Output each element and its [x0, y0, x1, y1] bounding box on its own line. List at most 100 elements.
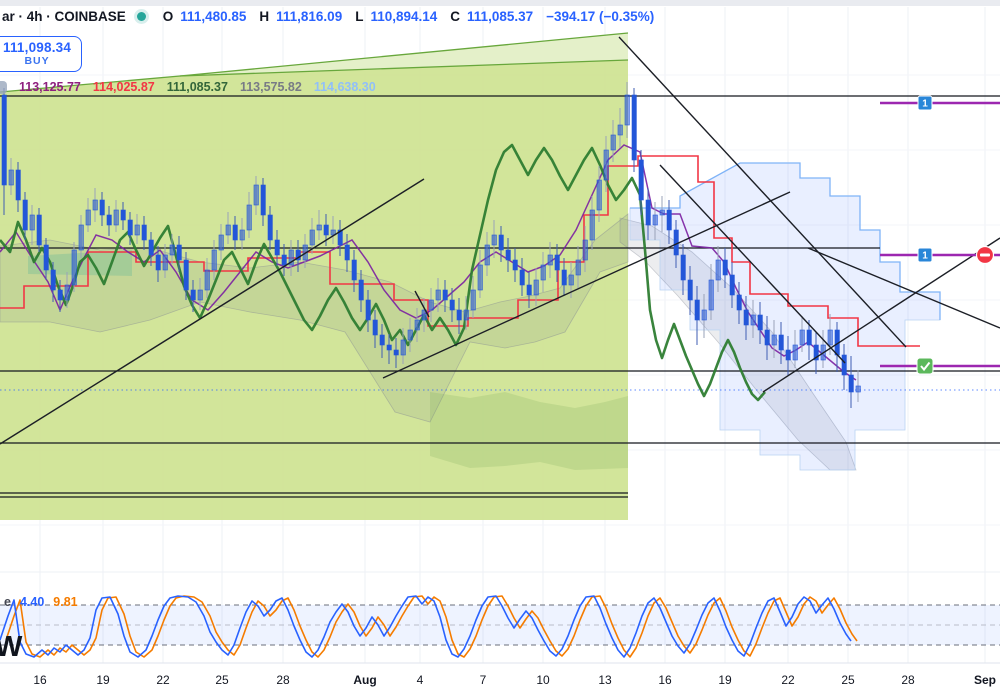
candle-body[interactable]	[176, 244, 182, 261]
candle-body[interactable]	[701, 309, 707, 321]
time-axis-background[interactable]	[0, 663, 1000, 700]
candle-body[interactable]	[421, 309, 427, 321]
candle-body[interactable]	[561, 269, 567, 286]
candle-body[interactable]	[841, 354, 847, 376]
candle-body[interactable]	[680, 254, 686, 281]
candle-body[interactable]	[687, 279, 693, 301]
candle-body[interactable]	[141, 224, 147, 241]
candle-body[interactable]	[547, 254, 553, 266]
candle-body[interactable]	[806, 329, 812, 346]
candle-body[interactable]	[435, 289, 441, 301]
trendline[interactable]	[807, 247, 1000, 329]
candle-body[interactable]	[456, 309, 462, 321]
candle-body[interactable]	[22, 199, 28, 231]
candle-body[interactable]	[638, 159, 644, 201]
candle-body[interactable]	[337, 229, 343, 246]
candle-body[interactable]	[393, 349, 399, 356]
candle-body[interactable]	[568, 274, 574, 286]
candle-body[interactable]	[848, 374, 854, 393]
candle-body[interactable]	[540, 264, 546, 281]
candle-body[interactable]	[596, 179, 602, 211]
candle-body[interactable]	[477, 264, 483, 291]
candle-body[interactable]	[225, 224, 231, 236]
candle-body[interactable]	[729, 274, 735, 296]
candle-body[interactable]	[344, 244, 350, 261]
candle-body[interactable]	[85, 209, 91, 226]
candle-body[interactable]	[463, 309, 469, 321]
candle-body[interactable]	[8, 169, 14, 186]
trendline[interactable]	[618, 36, 907, 348]
candle-body[interactable]	[316, 224, 322, 231]
candle-body[interactable]	[78, 224, 84, 251]
candle-body[interactable]	[813, 344, 819, 361]
candle-body[interactable]	[204, 269, 210, 291]
candle-body[interactable]	[708, 279, 714, 311]
candle-body[interactable]	[575, 259, 581, 276]
candle-body[interactable]	[785, 349, 791, 361]
candle-body[interactable]	[64, 284, 70, 301]
candle-body[interactable]	[778, 334, 784, 351]
candle-body[interactable]	[484, 244, 490, 266]
candle-body[interactable]	[162, 254, 168, 271]
candle-body[interactable]	[274, 239, 280, 256]
candle-body[interactable]	[764, 329, 770, 346]
candle-body[interactable]	[666, 209, 672, 231]
candle-body[interactable]	[106, 214, 112, 226]
candle-body[interactable]	[498, 234, 504, 251]
candle-body[interactable]	[757, 314, 763, 331]
candle-body[interactable]	[246, 204, 252, 231]
trendline[interactable]	[414, 290, 430, 318]
candle-body[interactable]	[792, 344, 798, 361]
candle-body[interactable]	[309, 229, 315, 246]
candle-body[interactable]	[414, 319, 420, 331]
candle-body[interactable]	[470, 289, 476, 311]
candle-body[interactable]	[582, 239, 588, 261]
candle-body[interactable]	[407, 329, 413, 341]
buy-button[interactable]: 111,098.34 BUY	[0, 36, 83, 72]
candle-body[interactable]	[232, 224, 238, 241]
candle-body[interactable]	[288, 249, 294, 266]
candle-body[interactable]	[645, 199, 651, 226]
candle-body[interactable]	[610, 134, 616, 151]
candle-body[interactable]	[267, 214, 273, 241]
candle-body[interactable]	[323, 224, 329, 236]
candle-body[interactable]	[113, 209, 119, 226]
candle-body[interactable]	[617, 124, 623, 136]
candle-body[interactable]	[428, 299, 434, 311]
candle-body[interactable]	[379, 334, 385, 346]
candle-body[interactable]	[554, 254, 560, 271]
candle-body[interactable]	[190, 289, 196, 301]
candle-body[interactable]	[673, 229, 679, 256]
ichimoku-values-row[interactable]: 113,125.77 114,025.87 111,085.37 113,575.82…	[0, 80, 376, 94]
candle-body[interactable]	[260, 184, 266, 216]
candle-body[interactable]	[155, 254, 161, 271]
candle-body[interactable]	[372, 319, 378, 336]
stochastic-values-row[interactable]: e 4.40 9.81	[4, 595, 78, 609]
candle-body[interactable]	[36, 214, 42, 246]
alert-count-badge[interactable]	[917, 95, 933, 111]
candle-body[interactable]	[120, 209, 126, 221]
candle-body[interactable]	[771, 334, 777, 346]
symbol-title[interactable]: ar · 4h · COINBASE	[2, 9, 126, 24]
candle-body[interactable]	[218, 234, 224, 251]
candle-body[interactable]	[386, 344, 392, 351]
candle-body[interactable]	[253, 184, 259, 206]
candle-body[interactable]	[631, 94, 637, 161]
candle-body[interactable]	[134, 224, 140, 236]
trendline[interactable]	[659, 164, 846, 364]
candle-body[interactable]	[799, 329, 805, 346]
candle-body[interactable]	[1, 94, 7, 186]
candle-body[interactable]	[211, 249, 217, 271]
candle-body[interactable]	[400, 339, 406, 356]
candle-body[interactable]	[715, 259, 721, 281]
candle-body[interactable]	[533, 279, 539, 296]
candle-body[interactable]	[197, 289, 203, 301]
candle-body[interactable]	[750, 314, 756, 326]
candle-body[interactable]	[442, 289, 448, 301]
candle-body[interactable]	[589, 209, 595, 241]
candle-body[interactable]	[71, 249, 77, 286]
candle-body[interactable]	[603, 149, 609, 181]
candle-body[interactable]	[183, 259, 189, 291]
trendline[interactable]	[762, 237, 1000, 393]
